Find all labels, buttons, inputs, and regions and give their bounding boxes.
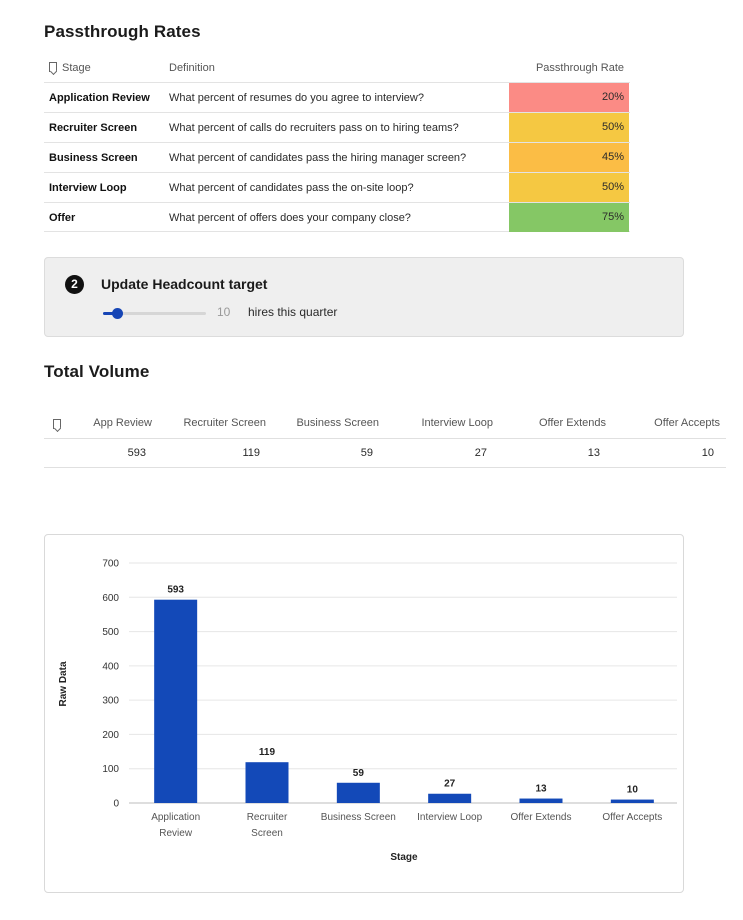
x-tick-label: Recruiter (247, 812, 288, 823)
headcount-slider[interactable] (103, 307, 206, 319)
x-tick-label: Business Screen (321, 812, 396, 823)
passthrough-rate-cell[interactable]: 20% (509, 83, 629, 112)
volume-chart: 0 100 200 300 400 500 600 700 593 Application Revi… (44, 534, 684, 893)
x-tick-label: Application (151, 812, 200, 823)
stage-name: Recruiter Screen (49, 122, 138, 134)
stage-definition: What percent of calls do recruiters pass… (169, 122, 459, 134)
bar[interactable] (154, 599, 198, 803)
volume-cell: 593 (127, 447, 146, 459)
rate-column-header[interactable]: Passthrough Rate (535, 62, 624, 74)
stage-definition: What percent of candidates pass the hiri… (169, 152, 467, 164)
bookmark-icon[interactable] (49, 62, 57, 72)
volume-column-header[interactable]: Offer Accepts (654, 417, 720, 429)
total-volume-title: Total Volume (44, 362, 150, 381)
x-tick-label: Offer Extends (511, 812, 572, 823)
y-tick-label: 200 (102, 730, 119, 741)
volume-column-header[interactable]: Business Screen (296, 417, 379, 429)
slider-thumb[interactable] (111, 308, 123, 319)
bookmark-icon[interactable] (53, 419, 61, 429)
total-volume-header-row: App Review Recruiter Screen Business Scree… (44, 410, 726, 438)
x-axis-label: Stage (390, 852, 418, 863)
x-tick-label: Offer Accepts (602, 812, 662, 823)
y-tick-label: 100 (102, 764, 119, 775)
stage-name: Business Screen (49, 152, 138, 164)
y-tick-label: 600 (102, 593, 119, 604)
stage-definition: What percent of resumes do you agree to … (169, 92, 424, 104)
total-volume-table: App Review Recruiter Screen Business Scree… (44, 410, 726, 468)
volume-column-header[interactable]: Offer Extends (538, 417, 606, 429)
passthrough-rate-cell[interactable]: 50% (509, 173, 629, 202)
x-tick-label: Screen (251, 828, 283, 839)
table-row: Recruiter Screen What percent of calls do… (44, 112, 630, 142)
passthrough-rate-cell[interactable]: 75% (509, 203, 629, 232)
volume-cell: 10 (701, 447, 714, 459)
volume-cell: 13 (587, 447, 600, 459)
table-row: Business Screen What percent of candidate… (44, 142, 630, 172)
bar[interactable] (428, 793, 472, 803)
volume-cell: 119 (242, 447, 260, 459)
headcount-suffix: hires this quarter (248, 305, 338, 319)
volume-column-header[interactable]: App Review (93, 417, 152, 429)
table-row: Interview Loop What percent of candidates… (44, 172, 630, 202)
y-tick-label: 500 (102, 627, 119, 638)
passthrough-table: Stage Definition Passthrough Rate Applic… (44, 56, 630, 232)
bar[interactable] (519, 798, 563, 803)
bar[interactable] (610, 799, 654, 803)
bar-value-label: 10 (627, 785, 639, 796)
passthrough-header-row: Stage Definition Passthrough Rate (44, 56, 630, 82)
bar-value-label: 119 (259, 747, 276, 758)
volume-cell: 27 (474, 447, 487, 459)
passthrough-rate-cell[interactable]: 45% (509, 143, 629, 172)
passthrough-title: Passthrough Rates (44, 22, 201, 41)
slider-track[interactable] (103, 312, 206, 315)
table-row: Application Review What percent of resume… (44, 82, 630, 112)
y-axis-label: Raw Data (58, 661, 69, 706)
volume-bar-chart: 0 100 200 300 400 500 600 700 593 Application Revi… (58, 559, 677, 863)
headcount-title: Update Headcount target (101, 276, 268, 292)
x-tick-label: Review (159, 828, 193, 839)
definition-column-header[interactable]: Definition (169, 62, 215, 74)
bar-value-label: 13 (535, 784, 547, 795)
x-tick-label: Interview Loop (417, 812, 482, 823)
bar[interactable] (245, 762, 289, 803)
y-tick-label: 400 (102, 661, 119, 672)
passthrough-rate-cell[interactable]: 50% (509, 113, 629, 142)
slider-fill (103, 312, 118, 315)
stage-name: Application Review (49, 92, 150, 104)
step-number-badge: 2 (65, 275, 84, 294)
bar-value-label: 593 (167, 585, 184, 596)
stage-name: Offer (49, 212, 76, 224)
volume-column-header[interactable]: Interview Loop (421, 417, 493, 429)
bar-value-label: 27 (444, 779, 456, 790)
y-tick-label: 300 (102, 696, 119, 707)
bar[interactable] (336, 782, 380, 803)
stage-column-header[interactable]: Stage (49, 62, 91, 74)
y-tick-label: 0 (113, 799, 119, 810)
table-row: Offer What percent of offers does your co… (44, 202, 630, 232)
bar-value-label: 59 (353, 768, 365, 779)
stage-definition: What percent of offers does your company… (169, 212, 411, 224)
headcount-card: 2 Update Headcount target 10 hires this … (44, 257, 684, 337)
total-volume-row: 593 119 59 27 13 10 (44, 438, 726, 468)
stage-definition: What percent of candidates pass the on-s… (169, 182, 414, 194)
volume-cell: 59 (360, 447, 373, 459)
y-tick-label: 700 (102, 559, 119, 570)
volume-column-header[interactable]: Recruiter Screen (183, 417, 266, 429)
stage-name: Interview Loop (49, 182, 127, 194)
headcount-value: 10 (217, 305, 231, 319)
